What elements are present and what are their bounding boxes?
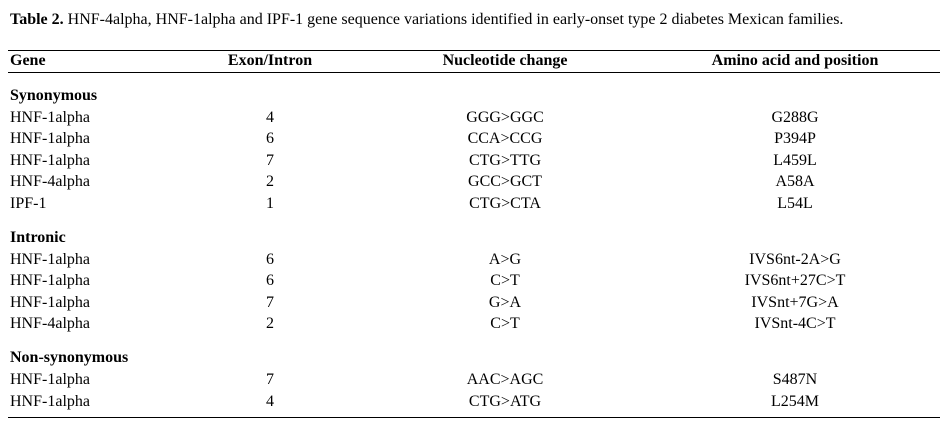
- table-cell: IVSnt-4C>T: [754, 315, 836, 333]
- bottom-rule: [8, 417, 940, 418]
- section-title: Synonymous: [10, 87, 98, 104]
- table-cell: 7: [266, 370, 274, 388]
- table-cell: CTG>CTA: [469, 194, 541, 212]
- table-cell: G288G: [771, 108, 819, 126]
- table-cell: L254M: [771, 392, 819, 410]
- top-rule: [8, 50, 940, 51]
- caption-text: HNF-4alpha, HNF-1alpha and IPF-1 gene se…: [67, 11, 844, 28]
- table-cell: 6: [266, 272, 274, 290]
- table-cell: IPF-1: [10, 194, 47, 212]
- table-cell: 6: [266, 250, 274, 268]
- column-header: Gene: [10, 52, 46, 69]
- table-cell: IVS6nt-2A>G: [749, 250, 841, 268]
- table-cell: P394P: [774, 130, 816, 148]
- table-cell: HNF-1alpha: [10, 151, 90, 169]
- table-cell: 2: [266, 173, 274, 191]
- caption: Table 2. HNF-4alpha, HNF-1alpha and IPF-…: [10, 10, 938, 30]
- table-cell: HNF-1alpha: [10, 370, 90, 388]
- table-cell: 7: [266, 293, 274, 311]
- table-cell: 7: [266, 151, 274, 169]
- table-cell: 4: [266, 392, 274, 410]
- table-cell: 2: [266, 315, 274, 333]
- column-header: Nucleotide change: [442, 52, 568, 69]
- section-title: Intronic: [10, 229, 66, 246]
- table-cell: HNF-4alpha: [10, 173, 90, 191]
- table-cell: 4: [266, 108, 274, 126]
- table-cell: HNF-1alpha: [10, 108, 90, 126]
- table-cell: IVSnt+7G>A: [751, 293, 839, 311]
- table-cell: CTG>TTG: [468, 151, 542, 169]
- table-cell: HNF-1alpha: [10, 250, 90, 268]
- table-cell: GCC>GCT: [468, 173, 542, 191]
- table-cell: A>G: [488, 250, 522, 268]
- table-cell: 1: [266, 194, 274, 212]
- table-cell: HNF-4alpha: [10, 315, 90, 333]
- table-cell: L54L: [777, 194, 813, 212]
- section-title: Non-synonymous: [10, 349, 129, 367]
- table-cell: L459L: [773, 151, 817, 169]
- table-cell: CTG>ATG: [468, 392, 542, 410]
- table-cell: GGG>GGC: [466, 108, 544, 126]
- table-cell: AAC>AGC: [466, 370, 544, 388]
- header-rule: [8, 72, 940, 73]
- table-cell: HNF-1alpha: [10, 392, 90, 410]
- table-cell: HNF-1alpha: [10, 130, 90, 148]
- table-cell: C>T: [490, 272, 520, 290]
- column-header: Exon/Intron: [227, 52, 313, 69]
- table-cell: HNF-1alpha: [10, 293, 90, 311]
- table-cell: IVS6nt+27C>T: [744, 272, 846, 290]
- caption-label: Table 2.: [10, 11, 64, 28]
- table-cell: G>A: [488, 293, 522, 311]
- table-cell: A58A: [775, 173, 815, 191]
- table-cell: S487N: [772, 370, 818, 388]
- table-cell: C>T: [490, 315, 520, 333]
- column-header: Amino acid and position: [711, 52, 879, 69]
- table-cell: HNF-1alpha: [10, 272, 90, 290]
- table-cell: 6: [266, 130, 274, 148]
- table-cell: CCA>CCG: [467, 130, 543, 148]
